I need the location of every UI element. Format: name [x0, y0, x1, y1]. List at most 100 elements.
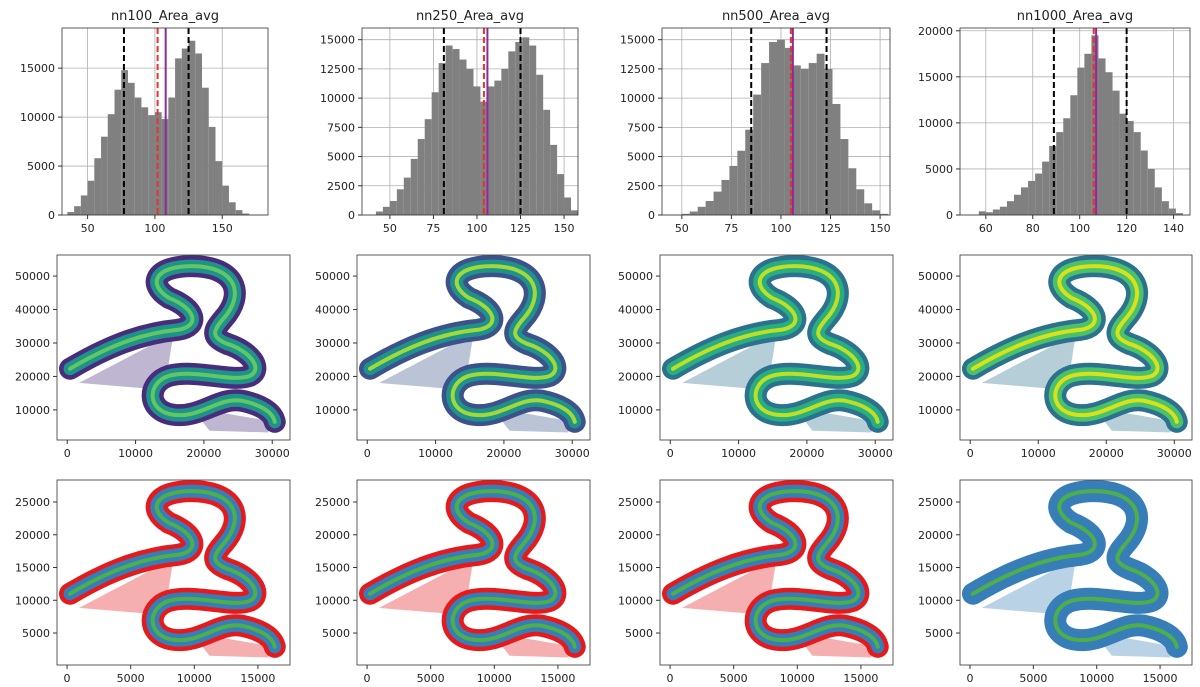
bar	[1021, 187, 1029, 215]
y-tick-label: 10000	[618, 594, 653, 607]
bar	[880, 213, 889, 215]
chart-title: nn100_Area_avg	[111, 9, 219, 24]
tissue-decoration	[70, 266, 275, 432]
bar	[761, 63, 770, 215]
x-tick-label: 30000	[555, 447, 590, 460]
y-tick-label: 5000	[627, 151, 655, 164]
bar	[737, 150, 746, 215]
x-tick-label: 20000	[186, 447, 221, 460]
x-tick-label: 50	[81, 222, 95, 235]
y-tick-label: 5000	[625, 627, 653, 640]
bar	[753, 94, 762, 215]
bar	[872, 210, 881, 215]
bar	[529, 45, 537, 215]
bar	[1084, 53, 1092, 215]
x-tick-label: 20000	[789, 447, 824, 460]
y-tick-label: 10000	[620, 92, 655, 105]
bar	[188, 40, 196, 215]
x-tick-label: 75	[426, 222, 440, 235]
x-tick-label: 100	[1069, 222, 1090, 235]
bar	[417, 139, 425, 215]
panel: 0 10000 20000 30000 10000 20000 30000 40000 5000…	[315, 255, 590, 460]
bar	[235, 210, 243, 215]
bar	[769, 42, 777, 216]
bar	[689, 211, 698, 215]
tissue-band	[370, 266, 535, 369]
x-tick-label: 100	[144, 222, 165, 235]
bar	[1035, 173, 1043, 215]
bar	[848, 168, 857, 215]
x-tick-label: 30000	[255, 447, 290, 460]
axes-frame	[959, 254, 1193, 441]
bar	[375, 211, 383, 215]
x-tick-label: 30000	[858, 447, 893, 460]
bar	[121, 70, 128, 215]
tissue-decoration	[370, 491, 575, 657]
bar	[114, 89, 122, 215]
bar	[94, 158, 102, 215]
y-tick-label: 20000	[15, 370, 50, 383]
bar	[222, 185, 229, 215]
x-tick-label: 150	[212, 222, 233, 235]
axes-frame	[356, 254, 591, 441]
bar	[816, 53, 825, 216]
y-tick-label: 40000	[15, 304, 50, 317]
y-tick-label: 25000	[315, 496, 350, 509]
bar	[410, 158, 418, 215]
x-tick-label: 30000	[1157, 447, 1192, 460]
bar	[494, 80, 502, 215]
y-tick-label: 15000	[918, 71, 953, 84]
bar	[1013, 194, 1022, 215]
y-tick-label: 12500	[620, 63, 655, 76]
y-tick-label: 25000	[15, 496, 50, 509]
bar	[1105, 72, 1113, 215]
tissue-decoration	[70, 491, 275, 657]
bar	[1077, 67, 1085, 215]
y-tick-label: 20000	[918, 25, 953, 38]
bar	[396, 189, 404, 215]
tissue-band	[756, 569, 878, 647]
x-tick-label: 10000	[477, 672, 512, 685]
y-tick-label: 15000	[320, 34, 355, 47]
y-tick-label: 0	[648, 209, 655, 222]
x-tick-label: 0	[667, 672, 674, 685]
x-tick-label: 10000	[418, 447, 453, 460]
bar	[487, 86, 495, 215]
y-tick-label: 20000	[15, 529, 50, 542]
bar	[705, 200, 714, 215]
bar	[784, 47, 793, 216]
bar	[515, 42, 523, 216]
tissue-band	[453, 344, 575, 422]
x-tick-label: 10000	[177, 672, 212, 685]
bar	[195, 53, 203, 215]
bar	[543, 109, 551, 215]
tissue-decoration	[973, 491, 1177, 657]
bar	[382, 206, 390, 215]
tissue-band	[453, 569, 575, 647]
bar	[208, 126, 216, 215]
tissue-decoration	[673, 491, 878, 657]
x-tick-label: 5000	[117, 672, 145, 685]
x-tick-label: 20000	[486, 447, 521, 460]
axes-frame	[361, 27, 579, 216]
bar	[459, 59, 467, 216]
tissue-band	[973, 491, 1137, 594]
tissue-band	[1055, 569, 1177, 647]
x-tick-label: 10000	[118, 447, 153, 460]
bar	[992, 209, 1000, 215]
bar	[438, 63, 446, 215]
bar	[107, 114, 115, 215]
y-tick-label: 5000	[327, 151, 355, 164]
bar	[508, 51, 516, 215]
x-tick-label: 15000	[240, 672, 275, 685]
x-tick-label: 0	[64, 672, 71, 685]
y-tick-label: 10000	[20, 111, 55, 124]
y-tick-label: 20000	[315, 370, 350, 383]
axes-frame	[356, 479, 591, 666]
tissue-band	[673, 266, 838, 369]
bar	[452, 49, 460, 215]
x-tick-label: 75	[724, 222, 738, 235]
axes-frame	[959, 479, 1193, 666]
panel: 0 5000 10000 15000 5000 10000 15000 20000 25000	[618, 480, 893, 685]
bar	[985, 212, 993, 215]
